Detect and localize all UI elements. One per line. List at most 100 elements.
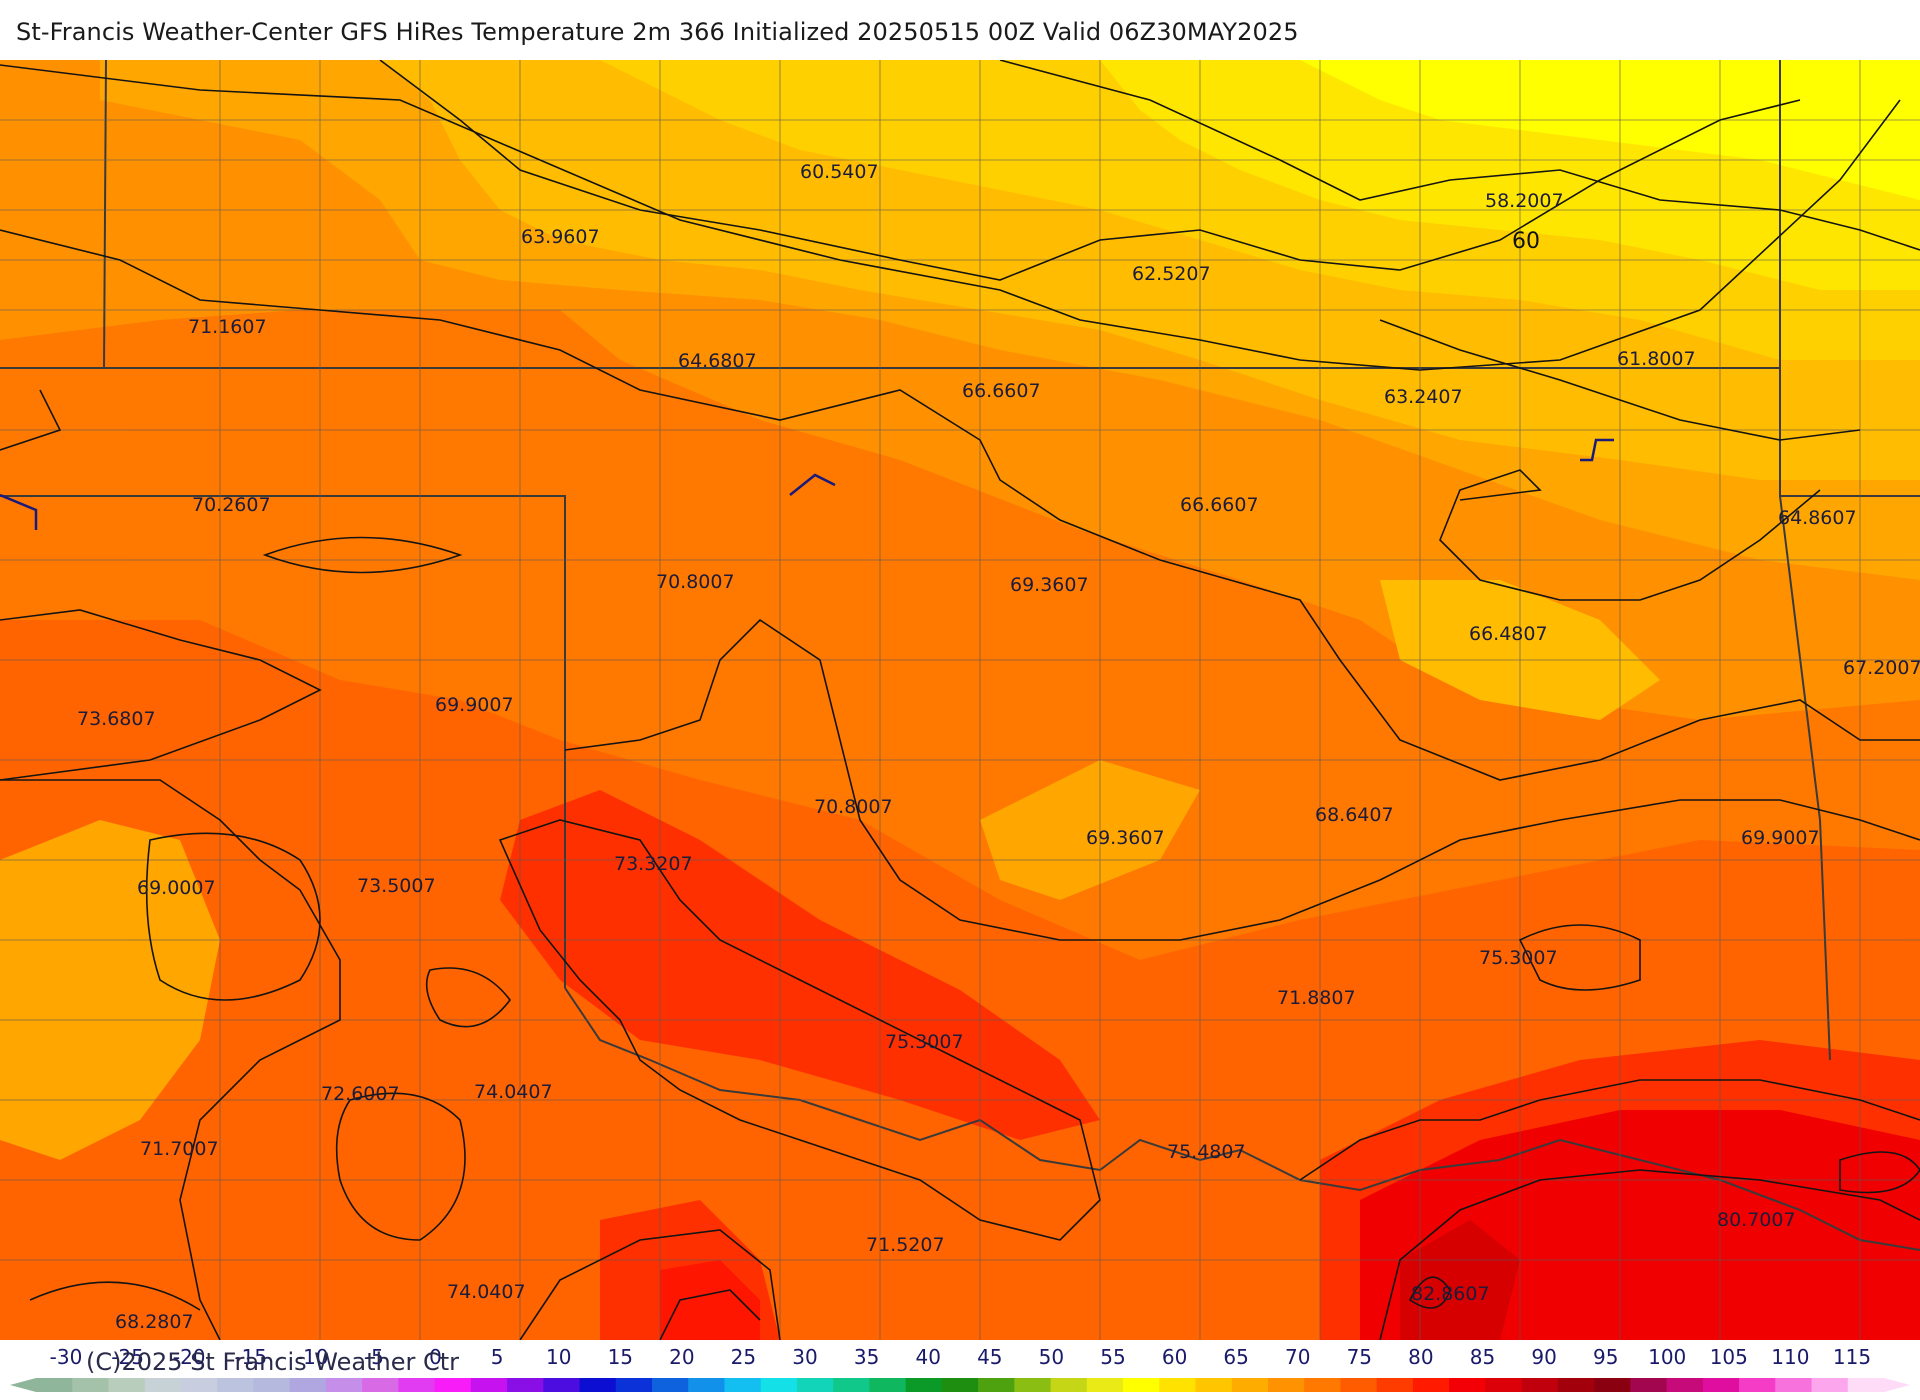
map-title: St-Francis Weather-Center GFS HiRes Temp… xyxy=(16,18,1299,46)
colorbar-tick-label: 45 xyxy=(977,1345,1002,1369)
colorbar-tick-label: 90 xyxy=(1531,1345,1556,1369)
colorbar-swatch xyxy=(1847,1378,1885,1392)
colorbar-tick-label: 15 xyxy=(608,1345,633,1369)
colorbar-swatch xyxy=(434,1378,472,1392)
colorbar-tick-label: 70 xyxy=(1285,1345,1310,1369)
colorbar-swatch xyxy=(978,1378,1015,1392)
value-label: 64.6807 xyxy=(678,350,757,372)
value-label: 73.5007 xyxy=(357,875,436,897)
colorbar-swatch xyxy=(796,1378,834,1392)
colorbar-swatch xyxy=(398,1378,436,1392)
colorbar-swatch xyxy=(615,1378,653,1392)
value-label: 70.2607 xyxy=(192,494,271,516)
value-label: 80.7007 xyxy=(1717,1209,1796,1231)
colorbar-swatch xyxy=(72,1378,110,1392)
colorbar-swatch xyxy=(1195,1378,1233,1392)
colorbar-swatch xyxy=(180,1378,218,1392)
colorbar-swatch xyxy=(724,1378,762,1392)
colorbar-swatch xyxy=(579,1378,617,1392)
colorbar-swatch xyxy=(833,1378,871,1392)
colorbar-swatch xyxy=(1123,1378,1160,1392)
colorbar-tick-label: -30 xyxy=(50,1345,83,1369)
colorbar-tick-label: 40 xyxy=(915,1345,940,1369)
value-label: 66.6607 xyxy=(1180,494,1259,516)
colorbar-swatch xyxy=(543,1378,581,1392)
station-markers xyxy=(0,438,1614,530)
value-label-bottom: 82.8607 xyxy=(1411,1283,1490,1305)
value-label: 62.5207 xyxy=(1132,263,1211,285)
colorbar-swatch xyxy=(1231,1378,1269,1392)
colorbar-tick-label: 30 xyxy=(792,1345,817,1369)
temperature-patch-southeast-peak xyxy=(1400,1220,1520,1340)
colorbar-swatch xyxy=(1159,1378,1197,1392)
value-label: 70.8007 xyxy=(656,571,735,593)
value-label: 72.6007 xyxy=(321,1083,400,1105)
colorbar-swatches xyxy=(10,1378,1910,1392)
colorbar-tick-label: 25 xyxy=(731,1345,756,1369)
colorbar-swatch xyxy=(1557,1378,1595,1392)
value-label: 64.8607 xyxy=(1778,507,1857,529)
contour-value-labels: 60.5407 58.2007 63.9607 62.5207 71.1607 … xyxy=(77,161,1920,1333)
colorbar-swatch xyxy=(36,1378,73,1392)
colorbar-tick-label: 55 xyxy=(1100,1345,1125,1369)
value-label: 63.2407 xyxy=(1384,386,1463,408)
colorbar-swatch xyxy=(1086,1378,1124,1392)
colorbar-arrow-left xyxy=(10,1378,36,1392)
colorbar-swatch xyxy=(1340,1378,1378,1392)
colorbar-tick-label: -20 xyxy=(173,1345,206,1369)
temperature-patch-central-hot xyxy=(500,790,1100,1140)
colorbar-tick-label: 20 xyxy=(669,1345,694,1369)
value-label: 74.0407 xyxy=(447,1281,526,1303)
colorbar-swatch xyxy=(760,1378,798,1392)
colorbar-swatch xyxy=(108,1378,146,1392)
colorbar-swatch xyxy=(1630,1378,1668,1392)
colorbar-tick-label: 10 xyxy=(546,1345,571,1369)
value-label: 68.6407 xyxy=(1315,804,1394,826)
colorbar-swatch xyxy=(217,1378,255,1392)
colorbar-swatch xyxy=(688,1378,726,1392)
colorbar-swatch xyxy=(1412,1378,1450,1392)
colorbar-swatch xyxy=(253,1378,291,1392)
value-label: 71.7007 xyxy=(140,1138,219,1160)
temperature-band-55 xyxy=(1300,60,1920,200)
colorbar-swatch xyxy=(1739,1378,1776,1392)
colorbar-swatch xyxy=(325,1378,363,1392)
value-label: 63.9607 xyxy=(521,226,600,248)
temperature-patch-south-core xyxy=(660,1260,760,1340)
colorbar-tick-label: -5 xyxy=(364,1345,384,1369)
colorbar-arrow-right xyxy=(1884,1378,1910,1392)
colorbar-tick-label: 100 xyxy=(1648,1345,1686,1369)
colorbar-swatch xyxy=(289,1378,327,1392)
contour-label-60: 60 xyxy=(1512,229,1540,254)
value-label: 68.2807 xyxy=(115,1311,194,1333)
colorbar-swatch xyxy=(1702,1378,1740,1392)
colorbar-swatch xyxy=(905,1378,943,1392)
colorbar-swatch xyxy=(1268,1378,1305,1392)
colorbar-swatch xyxy=(1811,1378,1849,1392)
colorbar-swatch xyxy=(652,1378,689,1392)
colorbar-tick-label: 95 xyxy=(1593,1345,1618,1369)
colorbar-swatch xyxy=(1594,1378,1631,1392)
colorbar-swatch xyxy=(1775,1378,1813,1392)
value-label: 66.6607 xyxy=(962,380,1041,402)
colorbar-swatch xyxy=(144,1378,182,1392)
value-label: 75.3007 xyxy=(885,1031,964,1053)
colorbar-swatch xyxy=(507,1378,544,1392)
colorbar-tick-label: 80 xyxy=(1408,1345,1433,1369)
colorbar-swatch xyxy=(470,1378,508,1392)
colorbar-tick-label: -25 xyxy=(111,1345,144,1369)
colorbar-tick-labels: -30 -25 -20 -15 -10 -5 0 5 10 15 20 25 30 35 40 45 50 55 6… xyxy=(50,1345,1871,1369)
colorbar-swatch xyxy=(1304,1378,1342,1392)
colorbar-tick-label: 0 xyxy=(429,1345,442,1369)
temperature-contours xyxy=(0,60,1920,1340)
colorbar-swatch xyxy=(941,1378,979,1392)
value-label: 69.9007 xyxy=(1741,827,1820,849)
colorbar-tick-label: 35 xyxy=(854,1345,879,1369)
colorbar-tick-label: -10 xyxy=(296,1345,329,1369)
colorbar-swatch xyxy=(1521,1378,1559,1392)
colorbar-swatch xyxy=(1449,1378,1487,1392)
temperature-patch-west-cool xyxy=(0,820,220,1160)
value-label: 69.3607 xyxy=(1086,827,1165,849)
value-label: 60.5407 xyxy=(800,161,879,183)
colorbar-swatch xyxy=(1666,1378,1704,1392)
